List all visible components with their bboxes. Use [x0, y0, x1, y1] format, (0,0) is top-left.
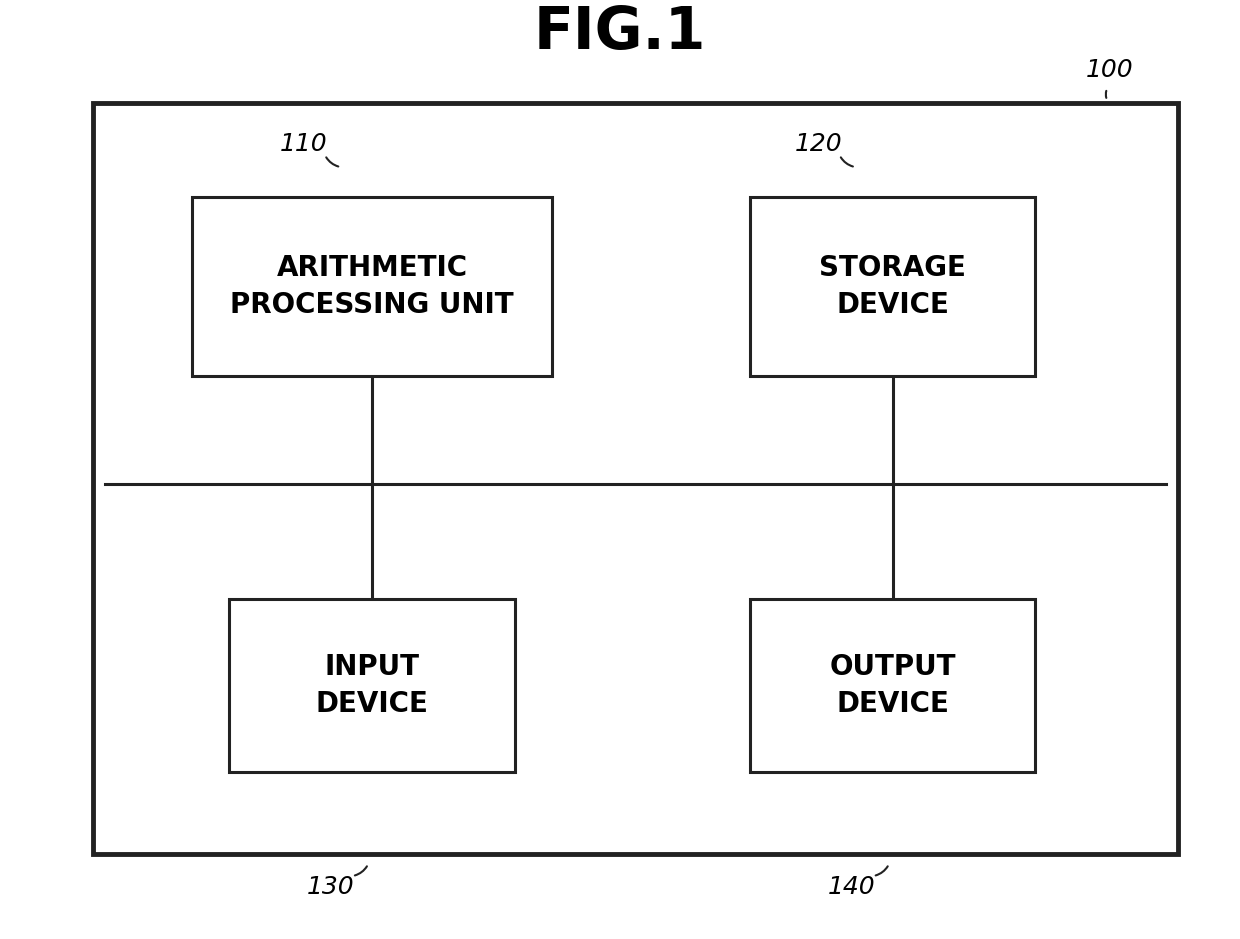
Text: FIG.1: FIG.1 [533, 5, 707, 61]
Text: 140: 140 [828, 875, 875, 900]
Text: 110: 110 [280, 131, 327, 156]
Bar [192, 197, 552, 376]
Bar [93, 103, 1178, 854]
Text: INPUT
DEVICE: INPUT DEVICE [315, 653, 429, 718]
Text: STORAGE
DEVICE: STORAGE DEVICE [820, 254, 966, 319]
Bar [229, 599, 515, 772]
Text: ARITHMETIC
PROCESSING UNIT: ARITHMETIC PROCESSING UNIT [231, 254, 513, 319]
Text: 130: 130 [308, 875, 355, 900]
Bar [750, 197, 1035, 376]
Text: 120: 120 [795, 131, 842, 156]
Bar [750, 599, 1035, 772]
Text: OUTPUT
DEVICE: OUTPUT DEVICE [830, 653, 956, 718]
Text: 100: 100 [1086, 58, 1133, 83]
